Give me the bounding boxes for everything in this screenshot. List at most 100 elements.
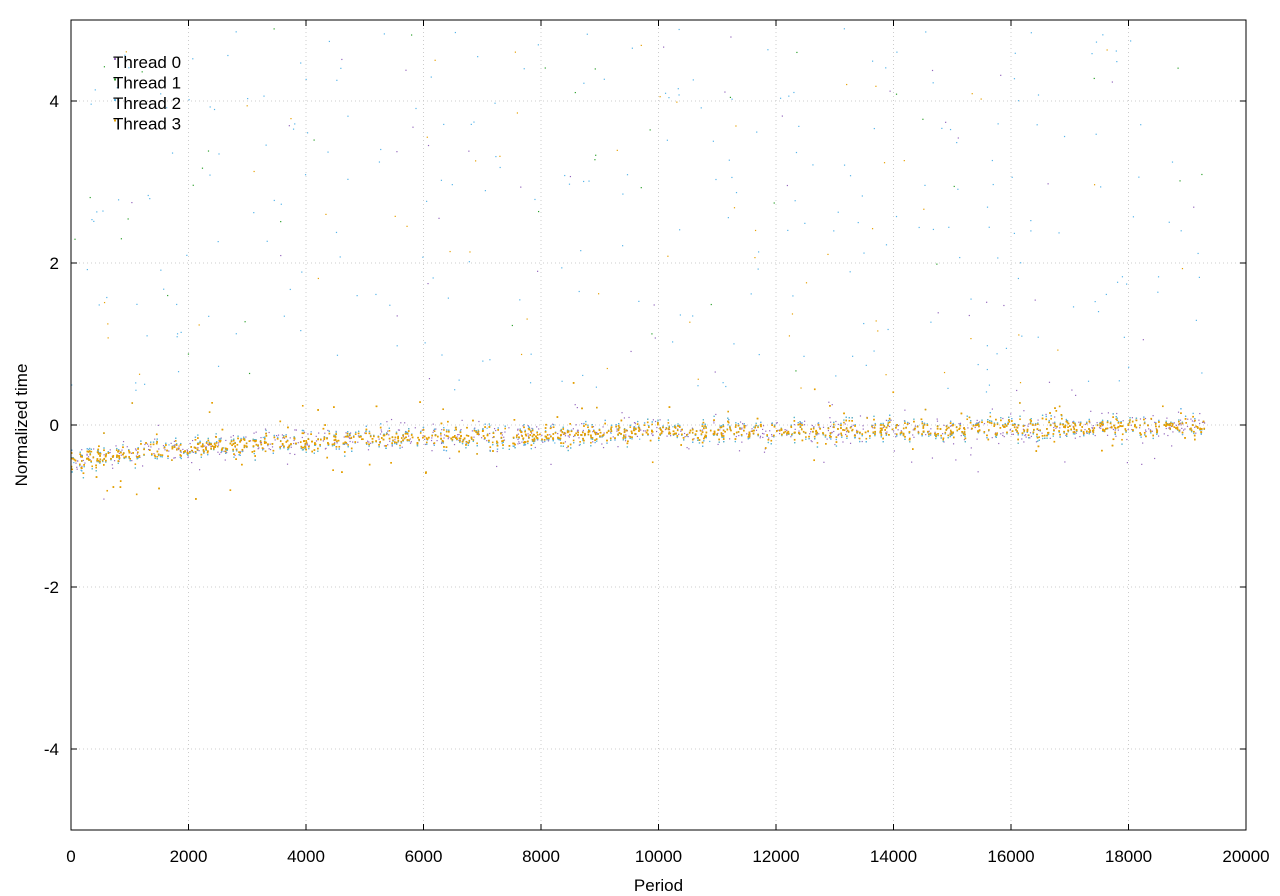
data-point	[1058, 431, 1060, 433]
data-point	[837, 423, 839, 426]
outlier-point	[288, 125, 290, 127]
outlier-point	[837, 211, 839, 213]
data-point	[817, 423, 819, 425]
data-point	[986, 437, 988, 439]
outlier-point	[1087, 380, 1090, 382]
data-point	[288, 445, 290, 448]
outlier-point	[997, 257, 999, 259]
outlier-point	[253, 212, 255, 214]
outlier-point	[529, 382, 532, 384]
outlier-point	[700, 107, 702, 109]
data-point	[422, 435, 424, 437]
data-point	[122, 444, 124, 446]
data-point	[1135, 417, 1138, 419]
data-point	[130, 452, 133, 454]
data-point	[617, 427, 620, 430]
data-point	[914, 425, 916, 427]
data-point	[446, 429, 448, 431]
outlier-point	[622, 245, 624, 247]
outlier-point	[1126, 283, 1128, 285]
outlier-point	[798, 125, 800, 127]
outlier-point	[163, 288, 165, 290]
data-point	[451, 440, 453, 442]
data-point	[501, 431, 503, 434]
data-point	[951, 434, 953, 436]
outlier-point	[489, 359, 491, 361]
data-point	[544, 430, 547, 432]
data-point	[739, 421, 742, 423]
outlier-point	[991, 159, 993, 162]
data-point	[1086, 421, 1088, 423]
data-point	[1080, 430, 1082, 432]
data-point	[1052, 435, 1054, 437]
data-point	[402, 436, 405, 438]
outlier-point	[804, 222, 806, 224]
data-point	[168, 444, 170, 446]
data-point	[552, 423, 554, 425]
outlier-point	[146, 335, 148, 337]
data-point	[1131, 428, 1133, 431]
outlier-point	[1030, 230, 1032, 232]
data-point	[408, 440, 410, 442]
data-point	[913, 418, 915, 420]
data-point	[1002, 417, 1004, 420]
data-point	[503, 436, 505, 438]
outlier-point	[117, 199, 120, 201]
data-point	[959, 424, 961, 426]
data-point	[301, 429, 304, 432]
outlier-point	[430, 76, 432, 78]
data-point	[578, 437, 580, 439]
data-point	[862, 428, 864, 430]
series-1	[70, 28, 1205, 500]
outlier-point	[729, 96, 732, 98]
data-point	[854, 437, 856, 439]
data-point	[210, 445, 212, 448]
data-point	[475, 430, 477, 432]
data-point	[207, 437, 209, 440]
data-point	[301, 449, 304, 451]
data-point	[150, 446, 152, 448]
outlier-point	[757, 268, 759, 270]
data-point	[1194, 418, 1196, 420]
data-point	[1152, 415, 1154, 417]
data-point	[852, 424, 854, 426]
data-point	[397, 441, 399, 443]
outlier-point	[936, 263, 938, 265]
data-point	[998, 442, 1000, 445]
data-point	[885, 432, 887, 434]
data-point	[672, 434, 675, 436]
outlier-point	[327, 151, 329, 153]
data-point	[1139, 418, 1142, 420]
data-point	[880, 422, 882, 425]
data-point	[1017, 434, 1019, 436]
data-point	[1101, 412, 1103, 415]
data-point	[735, 422, 737, 424]
data-point	[549, 434, 551, 436]
data-point	[610, 439, 612, 441]
data-point	[1004, 422, 1006, 425]
data-point	[238, 453, 240, 456]
data-point	[1011, 433, 1013, 435]
data-point	[1027, 425, 1029, 427]
outlier-point	[947, 387, 949, 390]
data-point	[461, 442, 464, 445]
outlier-point	[1116, 61, 1118, 63]
data-point	[722, 424, 724, 426]
data-point	[801, 422, 803, 424]
outlier-point	[499, 166, 501, 169]
data-point	[391, 444, 393, 446]
outlier-point	[477, 56, 479, 58]
outlier-point	[1201, 173, 1203, 176]
data-point	[467, 444, 469, 446]
data-point	[243, 437, 246, 440]
data-point	[705, 437, 707, 439]
outlier-point	[561, 267, 563, 269]
data-point	[1052, 422, 1054, 424]
outlier-point	[1020, 262, 1022, 264]
data-point	[1024, 424, 1026, 427]
data-point	[680, 430, 682, 432]
data-point	[1139, 434, 1141, 436]
outlier-point	[794, 200, 796, 202]
data-point	[1195, 432, 1197, 434]
outlier-point	[375, 293, 377, 296]
